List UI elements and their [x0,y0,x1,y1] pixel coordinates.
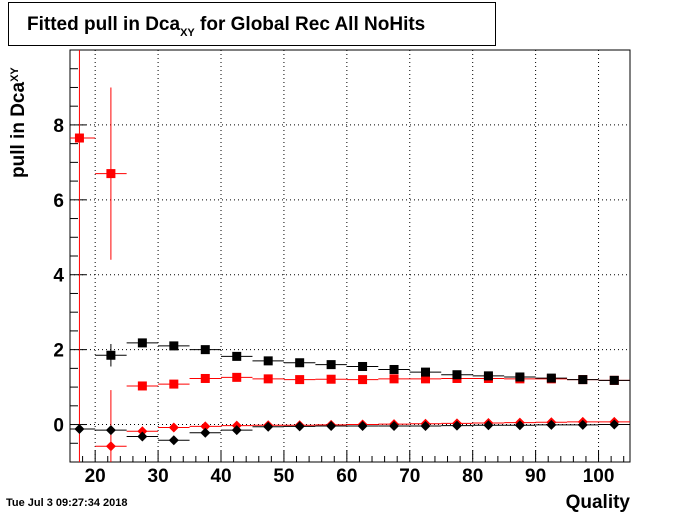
data-point-diamond [609,419,620,430]
data-point-square [106,169,116,179]
axis-ticks [69,49,625,463]
tick-labels: 20 30 40 50 60 70 80 90 100 0 2 4 6 8 [53,116,614,487]
data-point-diamond [168,422,179,433]
data-point-square [232,351,242,361]
x-tick-label: 40 [210,466,231,487]
x-tick-label: 100 [583,466,615,487]
data-point-square [358,375,368,385]
data-point-square [263,356,273,366]
data-point-square [546,373,556,383]
data-point-diamond [577,419,588,430]
data-point-diamond [200,427,211,438]
data-point-square [483,371,493,381]
data-point-diamond [451,420,462,431]
data-point-square [421,374,431,384]
chart-title: Fitted pull in DcaXY for Global Rec All … [27,14,426,39]
data-point-diamond [137,431,148,442]
x-tick-label: 50 [273,466,294,487]
plot-frame [69,49,631,463]
data-point-square [200,373,210,383]
data-point-diamond [200,421,211,432]
data-point-square [578,375,588,385]
data-point-diamond [326,421,337,432]
x-axis-label: Quality [565,492,630,513]
data-point-square [609,375,619,385]
data-point-square [421,367,431,377]
y-tick-label: 2 [53,341,64,362]
data-point-diamond [389,421,400,432]
data-point-square [74,133,84,143]
timestamp: Tue Jul 3 09:27:34 2018 [6,497,128,509]
data-point-diamond [74,424,85,435]
data-point-diamond [357,421,368,432]
data-point-diamond [546,419,557,430]
data-point-square [200,345,210,355]
data-point-diamond [263,421,274,432]
data-point-diamond [483,420,494,431]
data-point-diamond [137,426,148,437]
data-point-square [295,358,305,368]
y-tick-label: 6 [53,191,64,212]
data-point-diamond [168,435,179,446]
plot-border [69,49,631,463]
x-tick-label: 70 [399,466,420,487]
x-tick-label: 80 [462,466,483,487]
data-point-diamond [514,420,525,431]
data-point-square [169,379,179,389]
x-tick-label: 60 [336,466,357,487]
data-point-square [232,372,242,382]
data-point-diamond [105,425,116,436]
data-point-square [169,341,179,351]
y-tick-label: 8 [53,116,64,137]
data-point-square [452,370,462,380]
data-point-square [137,338,147,348]
data-point-diamond [420,421,431,432]
x-tick-label: 90 [525,466,546,487]
y-tick-label: 0 [53,416,64,437]
y-axis-label: pull in DcaXY [8,67,29,178]
data-point-square [137,381,147,391]
data-marks [70,50,630,462]
grid-lines [70,50,630,462]
data-point-diamond [105,441,116,452]
data-point-square [389,364,399,374]
data-point-square [326,374,336,384]
data-point-square [106,350,116,360]
x-tick-label: 30 [148,466,169,487]
data-point-square [358,361,368,371]
data-point-square [263,374,273,384]
data-point-square [389,374,399,384]
y-tick-label: 4 [53,266,64,287]
data-point-diamond [231,425,242,436]
data-point-square [295,375,305,385]
data-point-square [515,372,525,382]
data-point-square [326,360,336,370]
data-point-diamond [294,421,305,432]
x-tick-label: 20 [85,466,106,487]
title-box: Fitted pull in DcaXY for Global Rec All … [8,2,496,46]
